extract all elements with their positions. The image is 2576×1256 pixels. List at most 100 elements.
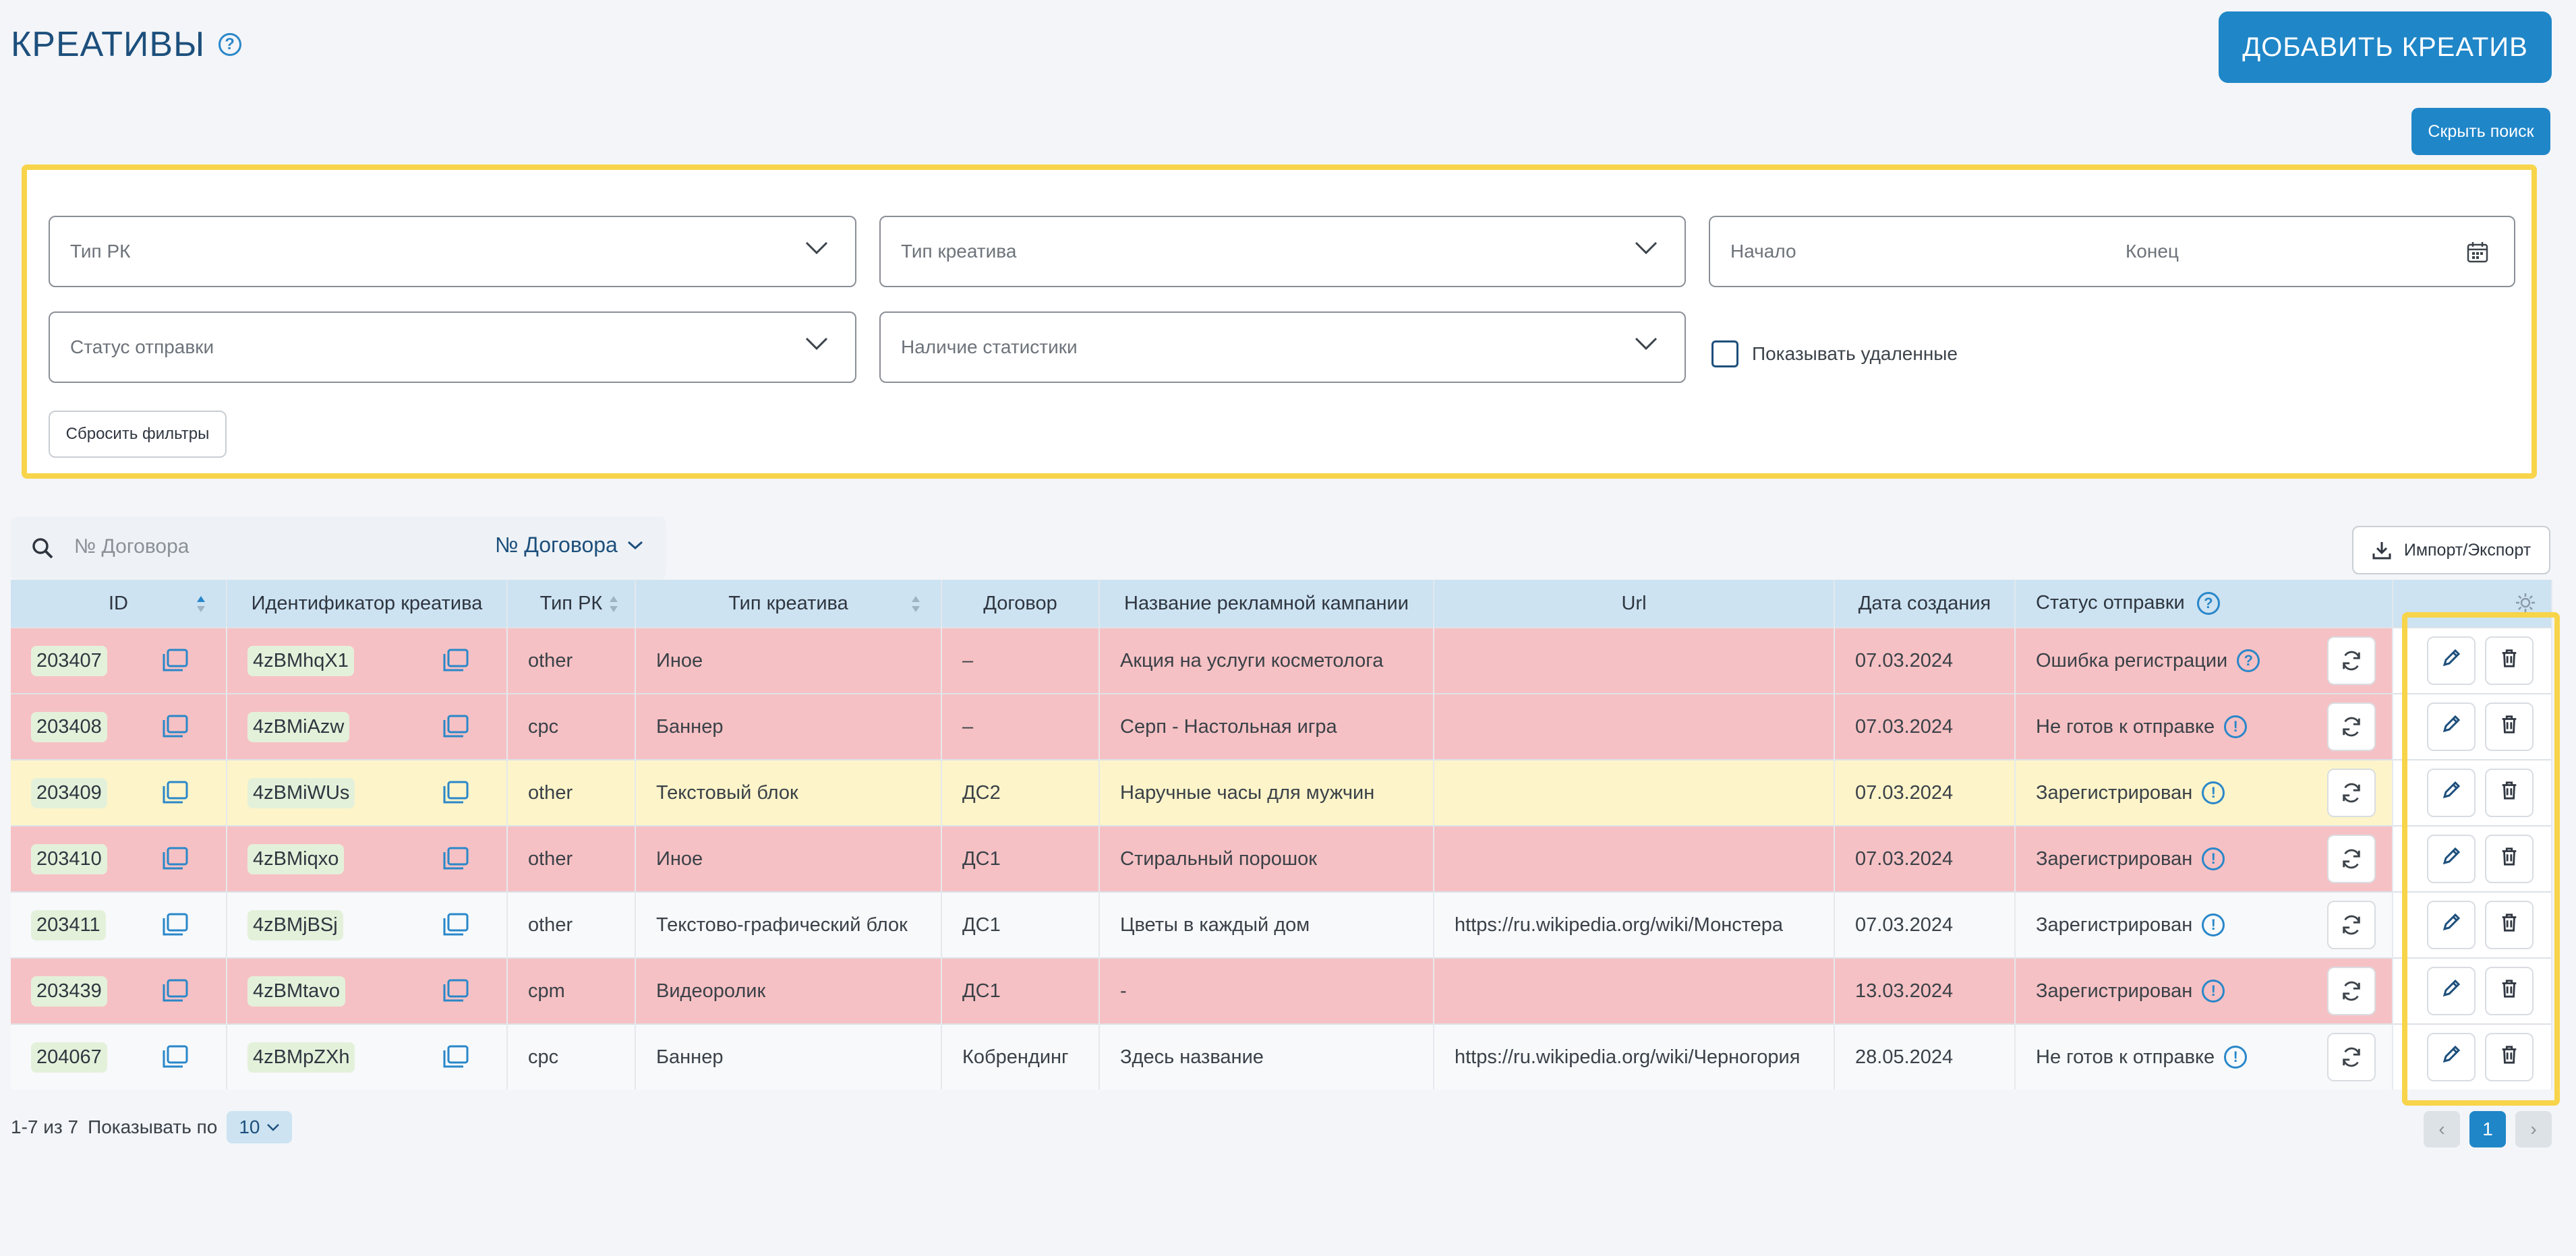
creative-id-chip[interactable]: 4zBMiqxo [247, 843, 345, 874]
edit-button[interactable] [2427, 967, 2476, 1015]
copy-icon[interactable] [161, 715, 188, 739]
status-info-icon[interactable]: ! [2202, 847, 2225, 870]
status-info-icon[interactable]: ! [2202, 781, 2225, 804]
copy-icon[interactable] [161, 979, 188, 1003]
delete-button[interactable] [2485, 1033, 2534, 1081]
reset-filters-button[interactable]: Сбросить фильтры [49, 411, 227, 458]
sort-icon[interactable] [609, 595, 618, 614]
import-export-button[interactable]: Импорт/Экспорт [2352, 526, 2550, 574]
help-icon[interactable]: ? [218, 33, 242, 56]
table-row: 204067 4zBMpZXh cpc Баннер Кобрендинг Здесь н… [11, 1023, 2552, 1089]
cell-rk-type: other [507, 627, 636, 694]
date-range-picker[interactable]: Начало Конец [1709, 216, 2515, 287]
sort-icon[interactable] [196, 595, 206, 614]
col-url: Url [1434, 580, 1835, 628]
page-button-current[interactable]: 1 [2469, 1111, 2506, 1147]
id-chip[interactable]: 203409 [31, 777, 107, 808]
calendar-icon[interactable] [2467, 241, 2488, 263]
delete-button[interactable] [2485, 835, 2534, 883]
id-chip[interactable]: 204067 [31, 1042, 107, 1073]
delete-button[interactable] [2485, 769, 2534, 817]
resend-button[interactable] [2327, 1033, 2376, 1081]
trash-icon [2499, 978, 2519, 1004]
status-info-icon[interactable]: ? [2237, 649, 2260, 672]
date-end-placeholder[interactable]: Конец [2126, 241, 2179, 262]
col-creative-id: Идентификатор креатива [227, 580, 508, 628]
status-help-icon[interactable]: ? [2196, 592, 2220, 616]
table-row: 203411 4zBMjBSj other Текстово-графический … [11, 891, 2552, 958]
copy-icon[interactable] [161, 649, 188, 673]
edit-button[interactable] [2427, 835, 2476, 883]
send-status-select[interactable]: Статус отправки [49, 311, 856, 383]
per-page-select[interactable]: 10 [227, 1111, 293, 1143]
chevron-down-icon [627, 541, 643, 549]
col-creative-type[interactable]: Тип креатива [635, 580, 942, 628]
copy-icon[interactable] [161, 913, 188, 937]
cell-actions [2393, 825, 2552, 892]
edit-button[interactable] [2427, 702, 2476, 751]
creative-id-chip[interactable]: 4zBMiAzw [247, 711, 350, 742]
per-page-value: 10 [239, 1116, 260, 1137]
resend-button[interactable] [2327, 901, 2376, 949]
resend-button[interactable] [2327, 769, 2376, 817]
creative-id-chip[interactable]: 4zBMtavo [247, 976, 345, 1007]
copy-icon[interactable] [442, 913, 469, 937]
cell-campaign: Здесь название [1099, 1023, 1434, 1089]
chevron-down-icon [267, 1124, 280, 1131]
next-page-button[interactable]: › [2515, 1111, 2552, 1147]
copy-icon[interactable] [442, 781, 469, 805]
campaign-type-select[interactable]: Тип РК [49, 216, 856, 287]
creative-type-select[interactable]: Тип креатива [879, 216, 1686, 287]
copy-icon[interactable] [161, 847, 188, 871]
gear-icon[interactable] [2515, 592, 2536, 614]
col-rk-type[interactable]: Тип РК [507, 580, 636, 628]
copy-icon[interactable] [442, 979, 469, 1003]
show-deleted-toggle[interactable]: Показывать удаленные [1711, 340, 1958, 367]
id-chip[interactable]: 203410 [31, 843, 107, 874]
resend-button[interactable] [2327, 835, 2376, 883]
status-text: Зарегистрирован [2036, 781, 2193, 804]
resend-button[interactable] [2327, 702, 2376, 751]
creative-id-chip[interactable]: 4zBMhqX1 [247, 645, 354, 676]
delete-button[interactable] [2485, 636, 2534, 685]
id-chip[interactable]: 203407 [31, 645, 107, 676]
search-mode-select[interactable]: № Договора [495, 533, 643, 558]
statistics-select[interactable]: Наличие статистики [879, 311, 1686, 383]
edit-button[interactable] [2427, 1033, 2476, 1081]
copy-icon[interactable] [442, 1045, 469, 1069]
date-start-placeholder[interactable]: Начало [1730, 241, 1796, 262]
status-info-icon[interactable]: ! [2224, 715, 2248, 738]
col-date-label: Дата создания [1858, 592, 1991, 614]
status-info-icon[interactable]: ! [2202, 980, 2225, 1003]
delete-button[interactable] [2485, 702, 2534, 751]
id-chip[interactable]: 203408 [31, 711, 107, 742]
edit-button[interactable] [2427, 901, 2476, 949]
prev-page-button[interactable]: ‹ [2424, 1111, 2460, 1147]
id-chip[interactable]: 203439 [31, 976, 107, 1007]
sort-icon[interactable] [911, 595, 920, 614]
copy-icon[interactable] [442, 847, 469, 871]
resend-button[interactable] [2327, 636, 2376, 685]
copy-icon[interactable] [442, 649, 469, 673]
delete-button[interactable] [2485, 967, 2534, 1015]
delete-button[interactable] [2485, 901, 2534, 949]
creative-id-chip[interactable]: 4zBMjBSj [247, 909, 343, 940]
creative-id-chip[interactable]: 4zBMiWUs [247, 777, 355, 808]
cell-date: 07.03.2024 [1834, 891, 2016, 958]
copy-icon[interactable] [442, 715, 469, 739]
copy-icon[interactable] [161, 1045, 188, 1069]
hide-search-button[interactable]: Скрыть поиск [2411, 108, 2550, 155]
edit-button[interactable] [2427, 636, 2476, 685]
status-info-icon[interactable]: ! [2202, 914, 2225, 936]
status-info-icon[interactable]: ! [2224, 1046, 2248, 1069]
edit-button[interactable] [2427, 769, 2476, 817]
id-chip[interactable]: 203411 [31, 909, 106, 940]
search-input[interactable]: № Договора [74, 535, 189, 558]
col-id[interactable]: ID [11, 580, 227, 628]
creative-id-chip[interactable]: 4zBMpZXh [247, 1042, 355, 1073]
contract-search[interactable]: № Договора № Договора [11, 516, 666, 580]
show-deleted-checkbox[interactable] [1711, 340, 1738, 367]
add-creative-button[interactable]: ДОБАВИТЬ КРЕАТИВ [2219, 11, 2552, 83]
resend-button[interactable] [2327, 967, 2376, 1015]
copy-icon[interactable] [161, 781, 188, 805]
